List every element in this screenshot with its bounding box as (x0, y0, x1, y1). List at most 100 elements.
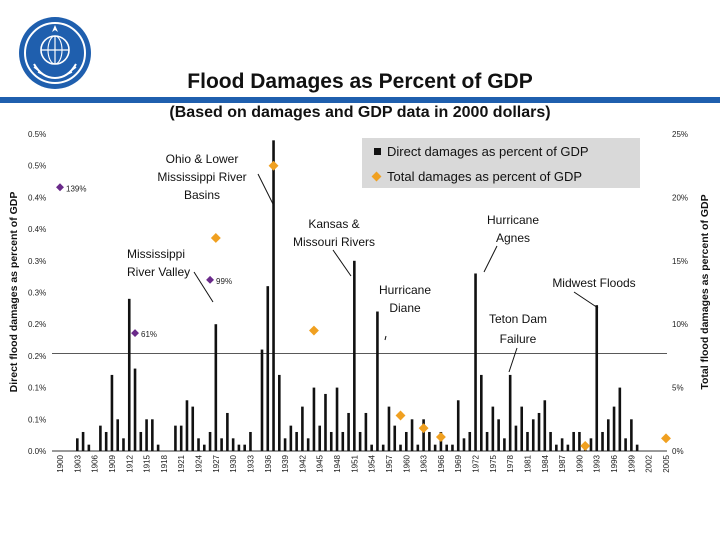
bar (81, 431, 85, 451)
x-tick-label: 1987 (558, 454, 567, 472)
bar (289, 425, 293, 451)
labeled-diamond-point (206, 275, 215, 284)
bar (364, 412, 368, 451)
bar-series (76, 140, 639, 451)
header-bar (0, 0, 720, 97)
diamond-series (210, 160, 671, 451)
bar (283, 438, 287, 451)
x-tick-label: 1957 (385, 454, 394, 472)
left-axis-title: Direct flood damages as percent of GDP (8, 192, 20, 393)
bar (202, 444, 206, 451)
bar (214, 324, 218, 451)
left-tick-label: 0.4% (28, 225, 46, 234)
right-tick-label: 25% (672, 130, 688, 139)
bar (278, 374, 281, 451)
annotation-ohio-arrow (257, 173, 275, 207)
x-tick-label: 1969 (454, 454, 463, 472)
bar (491, 406, 495, 451)
bar (393, 425, 397, 451)
annotation-agnes: Hurricane Agnes (483, 213, 539, 273)
x-tick-label: 1990 (575, 454, 584, 472)
bar (531, 419, 535, 451)
chart-subtitle: (Based on damages and GDP data in 2000 d… (169, 104, 551, 121)
right-tick-label: 20% (672, 193, 688, 202)
bar (312, 387, 316, 451)
bar (197, 438, 200, 451)
x-tick-label: 1948 (333, 454, 342, 472)
x-tick-label: 1918 (160, 454, 169, 472)
x-tick-label: 1984 (541, 454, 550, 472)
bar (624, 438, 627, 451)
annotation-mississippi-line2: River Valley (127, 265, 190, 279)
annotation-agnes-arrow (483, 245, 498, 273)
bar (520, 406, 524, 451)
bar (387, 406, 391, 451)
x-tick-label: 1912 (125, 454, 134, 472)
bar (508, 374, 512, 451)
x-tick-label: 1930 (229, 454, 238, 472)
x-tick-label: 1915 (143, 454, 152, 472)
bar (231, 438, 235, 451)
bar (399, 444, 402, 451)
annotation-agnes-line1: Hurricane (487, 213, 539, 227)
annotation-teton-arrow (508, 347, 518, 373)
diamond-point (268, 160, 279, 171)
diamond-point (418, 423, 429, 434)
annotation-teton-line1: Teton Dam (489, 312, 547, 326)
x-tick-label: 1927 (212, 454, 221, 472)
bar (428, 431, 431, 451)
bar (306, 438, 310, 451)
annotation-kansas-line1: Kansas & (308, 217, 359, 231)
annotation-ohio-line3: Basins (184, 188, 220, 202)
right-axis-title: Total flood damages as percent of GDP (699, 194, 711, 389)
bar (422, 419, 425, 451)
bar (347, 412, 350, 451)
bar (151, 419, 154, 451)
bar (468, 431, 472, 451)
wmo-emblem (19, 17, 91, 89)
annotation-diane: Hurricane Diane (379, 283, 431, 341)
bar (226, 412, 229, 451)
bar (480, 374, 483, 451)
bar (456, 400, 460, 451)
bar (543, 400, 547, 451)
diamond-point (580, 440, 591, 451)
annotation-ohio-line1: Ohio & Lower (166, 152, 239, 166)
bar (514, 425, 518, 451)
right-tick-label: 10% (672, 320, 688, 329)
legend-box (362, 138, 640, 188)
bar (301, 406, 304, 451)
annotation-kansas-line2: Missouri Rivers (293, 235, 375, 249)
x-tick-label: 1936 (264, 454, 273, 472)
bar (630, 419, 633, 451)
labeled-diamond-value: 61% (141, 330, 157, 339)
x-tick-label: 1978 (506, 454, 515, 472)
x-tick-label: 1966 (437, 454, 446, 472)
annotation-midwest-arrow (573, 291, 599, 309)
bar (451, 444, 454, 451)
bar (404, 431, 408, 451)
bar (578, 431, 581, 451)
bar (87, 444, 91, 451)
x-tick-label: 2005 (662, 454, 671, 472)
x-tick-label: 1975 (489, 454, 498, 472)
bar (237, 444, 241, 451)
bar (503, 438, 506, 451)
right-axis-ticks: 25% 20% 15% 10% 5% 0% (672, 130, 688, 456)
bar (358, 431, 362, 451)
bar (104, 431, 108, 451)
labeled-diamond-point (131, 329, 139, 338)
labeled-diamond-value: 139% (66, 184, 86, 193)
x-tick-label: 1972 (472, 454, 481, 472)
bar (376, 311, 379, 451)
left-tick-label: 0.3% (28, 289, 46, 298)
bar (601, 431, 604, 451)
labeled-diamond-point (56, 183, 64, 192)
x-tick-label: 1981 (523, 454, 532, 472)
x-tick-label: 2002 (645, 454, 654, 472)
bar (174, 425, 177, 451)
annotation-teton: Teton Dam Failure (489, 312, 547, 373)
bar (220, 438, 223, 451)
bar (353, 260, 356, 451)
